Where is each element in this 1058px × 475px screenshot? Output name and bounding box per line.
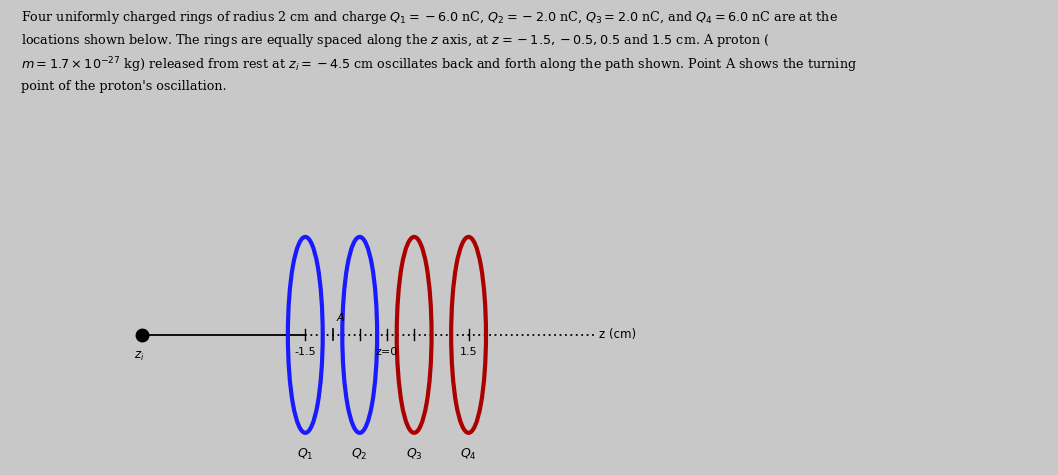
Text: -1.5: -1.5 xyxy=(294,347,316,357)
Text: z (cm): z (cm) xyxy=(599,328,636,342)
Text: Four uniformly charged rings of radius 2 cm and charge $Q_1 = -6.0$ nC, $Q_2 = -: Four uniformly charged rings of radius 2… xyxy=(21,9,857,94)
Text: 1.5: 1.5 xyxy=(460,347,477,357)
Text: $Q_3$: $Q_3$ xyxy=(406,446,422,462)
Text: A: A xyxy=(336,313,345,323)
Text: $Q_2$: $Q_2$ xyxy=(351,446,368,462)
Text: $Q_4$: $Q_4$ xyxy=(460,446,477,462)
Text: $Q_1$: $Q_1$ xyxy=(297,446,313,462)
Text: z=0: z=0 xyxy=(376,347,398,357)
Text: $z_i$: $z_i$ xyxy=(134,350,145,363)
